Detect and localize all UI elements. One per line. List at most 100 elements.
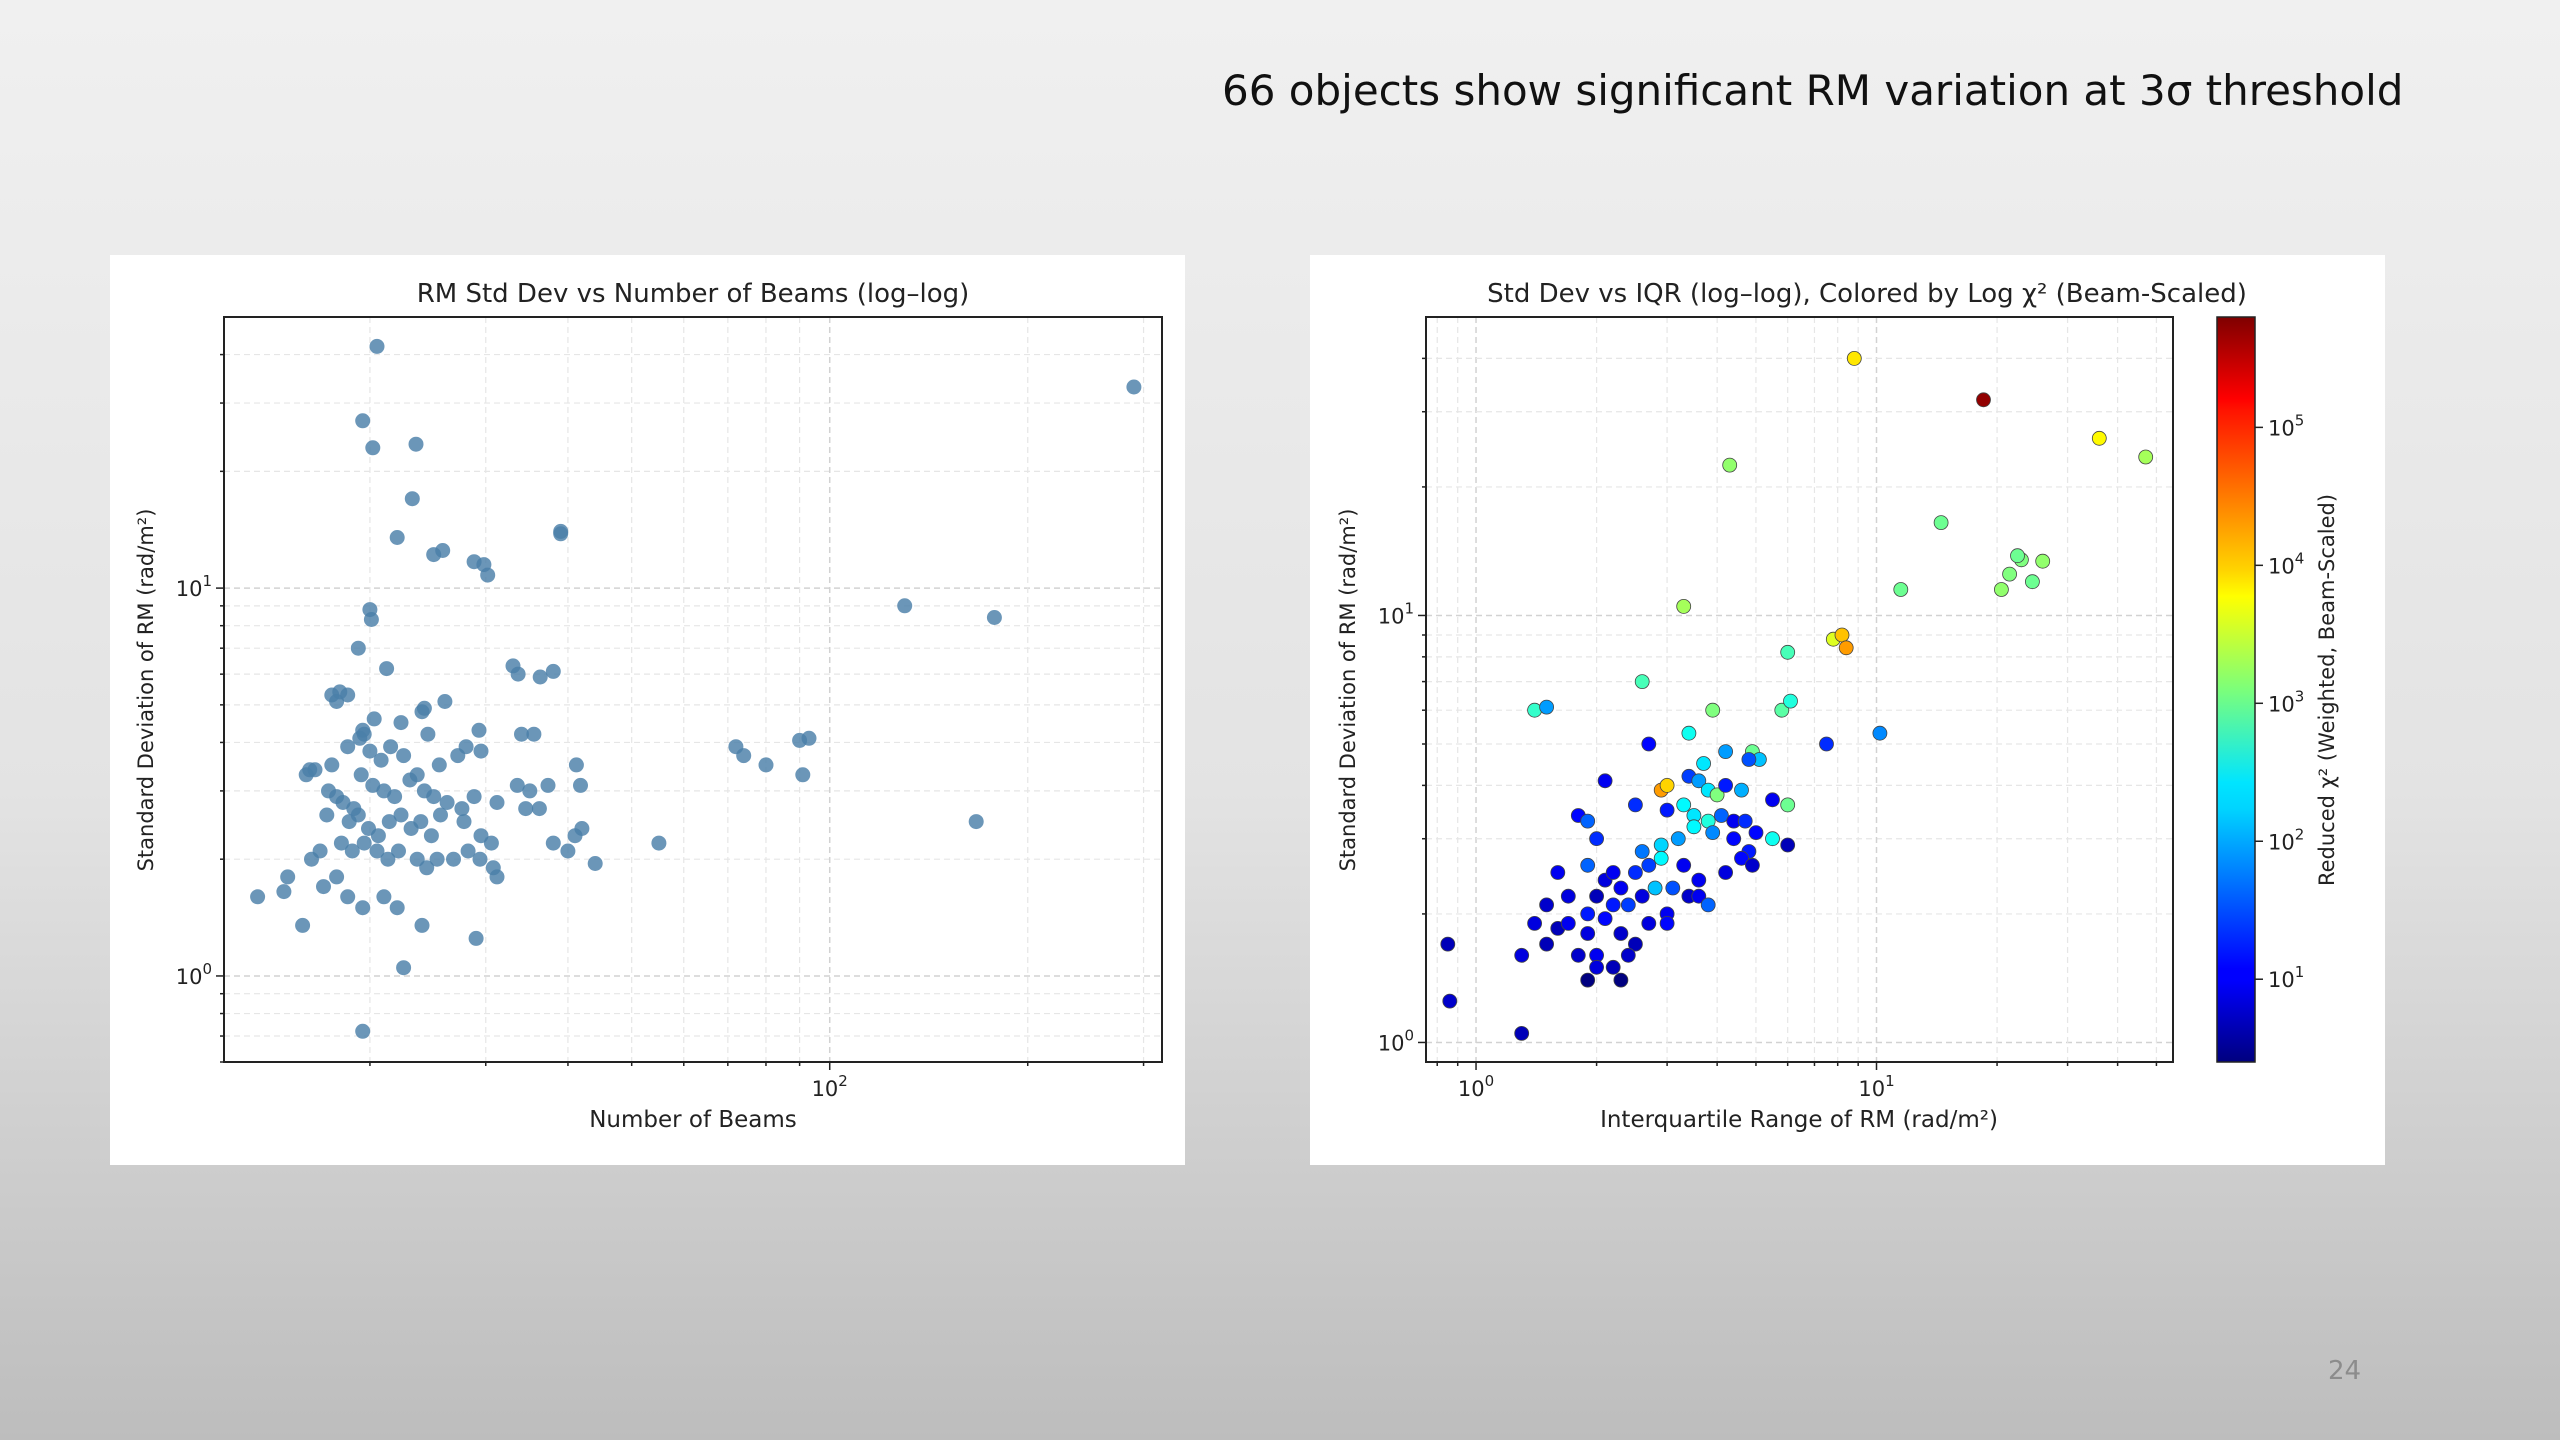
y-tick-label: 101: [176, 572, 212, 601]
data-point: [454, 801, 470, 817]
data-point: [1976, 392, 1991, 408]
data-point: [433, 807, 448, 823]
data-point: [1686, 819, 1702, 835]
grid: [1426, 317, 2173, 1062]
data-point: [1550, 865, 1566, 880]
data-point: [2035, 553, 2051, 569]
data-point: [1580, 972, 1596, 988]
data-point: [758, 757, 774, 773]
data-point: [446, 851, 461, 867]
data-point: [356, 726, 372, 742]
data-point: [473, 743, 489, 759]
y-tick-label: 100: [176, 960, 212, 989]
data-point: [369, 843, 385, 859]
grid: [224, 317, 1162, 1063]
data-point: [560, 843, 576, 859]
data-point: [423, 828, 439, 844]
data-point: [409, 851, 425, 867]
data-point: [651, 835, 667, 851]
data-point: [801, 730, 817, 746]
data-point: [736, 748, 752, 764]
data-point: [381, 814, 397, 830]
data-point: [379, 661, 395, 677]
data-point: [416, 700, 432, 716]
data-point: [1665, 880, 1681, 896]
data-point: [1696, 756, 1712, 771]
data-point: [404, 491, 420, 507]
data-point: [514, 726, 529, 742]
data-points: [1440, 351, 2154, 1041]
data-point: [1653, 850, 1669, 866]
data-point: [1705, 702, 1721, 718]
data-point: [1580, 857, 1596, 873]
y-tick-label: 101: [1378, 599, 1414, 628]
tick-base: 10: [1378, 1031, 1405, 1055]
data-point: [986, 610, 1002, 625]
data-point: [402, 772, 418, 788]
colorbar: [2216, 316, 2256, 1063]
data-point: [391, 843, 406, 859]
data-point: [1514, 1026, 1530, 1041]
data-point: [1872, 725, 1888, 741]
data-point: [340, 739, 356, 755]
data-point: [1627, 797, 1643, 813]
chart-title: Std Dev vs IQR (log–log), Colored by Log…: [1487, 279, 2247, 309]
data-point: [1641, 736, 1657, 752]
data-point: [1580, 926, 1596, 941]
data-point: [1713, 808, 1729, 823]
data-point: [1659, 802, 1675, 818]
data-point: [1846, 351, 1862, 366]
data-point: [437, 694, 453, 709]
data-point: [362, 743, 378, 759]
tick-exponent: 2: [2295, 825, 2305, 843]
data-point: [1597, 773, 1613, 789]
colorbar-tick-label: 101: [2268, 963, 2304, 992]
data-point: [545, 663, 561, 679]
data-point: [1734, 782, 1749, 798]
colorbar-tick-label: 105: [2268, 411, 2304, 440]
data-point: [532, 669, 548, 685]
data-point: [1605, 865, 1621, 880]
data-point: [365, 440, 381, 456]
tick-exponent: 1: [1885, 1072, 1895, 1090]
data-point: [1722, 457, 1738, 473]
data-point: [1893, 582, 1909, 597]
data-point: [1744, 857, 1760, 873]
y-axis-label: Standard Deviation of RM (rad/m²): [1336, 509, 1360, 872]
data-point: [1126, 379, 1142, 395]
data-point: [344, 843, 360, 859]
data-point: [319, 807, 335, 823]
data-point: [329, 869, 345, 885]
data-point: [1620, 947, 1636, 963]
data-point: [1539, 897, 1555, 913]
data-point: [387, 789, 403, 805]
data-point: [396, 748, 412, 764]
data-point: [1580, 813, 1596, 829]
tick-base: 10: [2268, 830, 2295, 854]
tick-base: 10: [2268, 554, 2295, 578]
tick-exponent: 4: [2295, 549, 2305, 567]
data-point: [1670, 831, 1686, 847]
data-point: [1676, 598, 1692, 614]
data-point: [355, 1023, 371, 1039]
data-point: [356, 835, 372, 851]
data-point: [553, 523, 569, 539]
data-point: [1527, 916, 1543, 931]
data-point: [1718, 744, 1734, 760]
colorbar-tick-label: 103: [2268, 687, 2304, 716]
data-point: [1605, 959, 1621, 975]
data-point: [526, 726, 542, 742]
data-point: [1734, 850, 1749, 866]
tick-base: 10: [2268, 416, 2295, 440]
data-point: [1676, 797, 1692, 813]
data-point: [897, 598, 913, 614]
data-point: [340, 687, 356, 703]
data-points: [250, 338, 1142, 1039]
tick-exponent: 0: [202, 960, 212, 978]
data-point: [312, 843, 328, 859]
data-point: [587, 856, 603, 871]
colorbar-label: Reduced χ² (Weighted, Beam-Scaled): [2315, 494, 2339, 886]
data-point: [420, 726, 436, 742]
data-point: [1514, 947, 1530, 963]
data-point: [1780, 644, 1796, 660]
